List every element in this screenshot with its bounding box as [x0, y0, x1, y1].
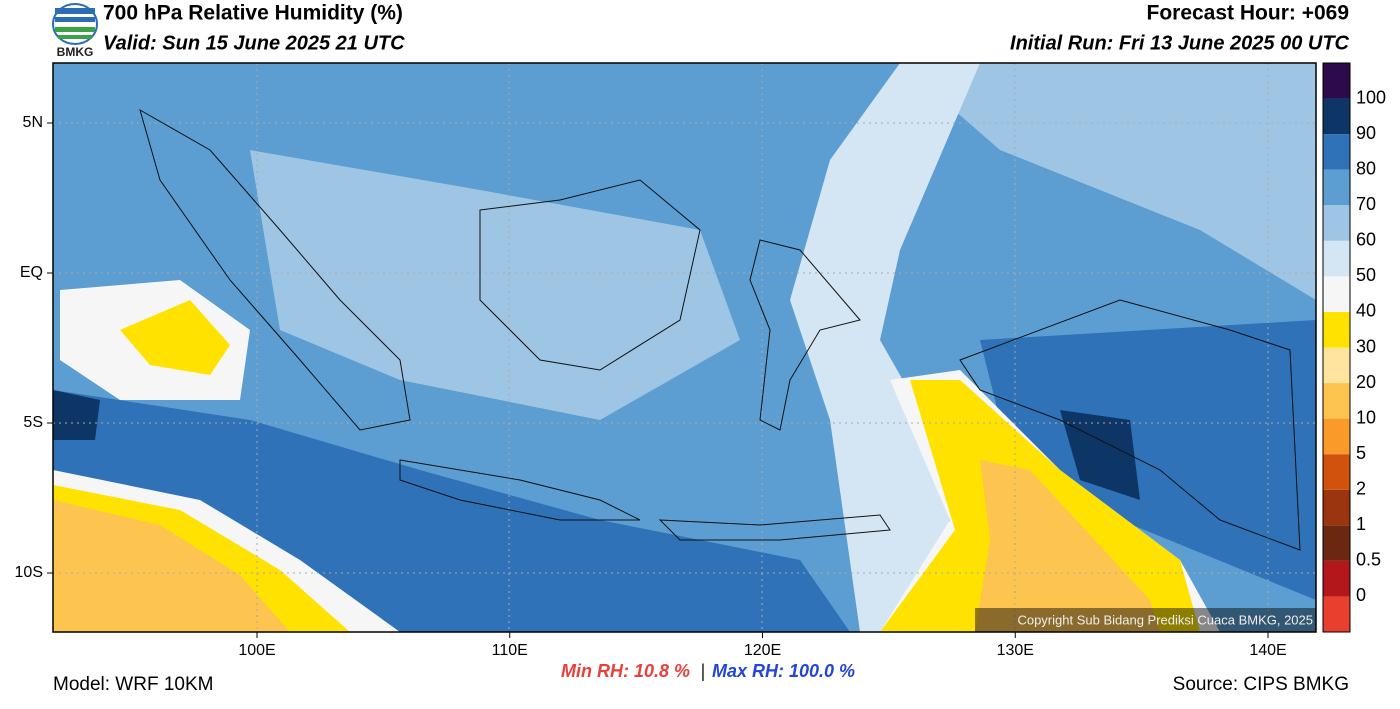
colorbar-label: 10	[1356, 407, 1376, 427]
colorbar-label: 0.5	[1356, 550, 1381, 570]
colorbar-segment	[1323, 276, 1350, 312]
lon-label: 130E	[997, 642, 1034, 659]
colorbar-segment	[1323, 454, 1350, 490]
copyright: Copyright Sub Bidang Prediksi Cuaca BMKG…	[1017, 612, 1313, 627]
colorbar-label: 0	[1356, 585, 1366, 605]
lat-label: 10S	[15, 564, 43, 581]
min-rh: Min RH: 10.8 %	[561, 661, 690, 681]
lon-label: 110E	[492, 642, 528, 659]
colorbar-label: 90	[1356, 123, 1376, 143]
title: 700 hPa Relative Humidity (%)	[103, 2, 403, 25]
lat-label: 5N	[23, 114, 43, 131]
source: Source: CIPS BMKG	[1173, 674, 1349, 695]
colorbar-label: 2	[1356, 479, 1366, 499]
logo-text: BMKG	[57, 45, 94, 59]
colorbar-segment	[1323, 596, 1350, 632]
valid-time: Valid: Sun 15 June 2025 21 UTC	[103, 32, 405, 54]
max-rh: Max RH: 100.0 %	[712, 661, 855, 681]
colorbar-segment	[1323, 525, 1350, 561]
colorbar-segment	[1323, 205, 1350, 241]
colorbar-frame	[1322, 62, 1351, 633]
colorbar-segment	[1323, 489, 1350, 526]
lat-label: 5S	[23, 414, 43, 431]
forecast-hour: Forecast Hour: +069	[1147, 2, 1350, 25]
colorbar-label: 20	[1356, 372, 1376, 392]
colorbar-segment	[1323, 383, 1350, 419]
map-frame	[52, 62, 1317, 633]
colorbar-segment	[1323, 347, 1350, 384]
colorbar-segment	[1323, 240, 1350, 277]
axis-labels: 5N EQ 5S 10S 100E 110E 120E 130E 140E	[15, 114, 1287, 659]
colorbar-segment	[1323, 169, 1350, 206]
colorbar-label: 80	[1356, 158, 1376, 178]
colorbar-label: 40	[1356, 301, 1376, 321]
lon-label: 120E	[744, 642, 781, 659]
colorbar-segment	[1323, 311, 1350, 348]
colorbar-label: 70	[1356, 194, 1376, 214]
lat-label: EQ	[20, 264, 43, 281]
colorbar-label: 1	[1356, 514, 1366, 534]
humidity-field: Copyright Sub Bidang Prediksi Cuaca BMKG…	[53, 63, 1316, 632]
logo: BMKG	[52, 3, 98, 59]
colorbar-segment	[1323, 134, 1350, 170]
colorbar-label: 50	[1356, 265, 1376, 285]
lon-label: 100E	[238, 642, 275, 659]
colorbar-segment	[1323, 560, 1350, 597]
model: Model: WRF 10KM	[53, 674, 213, 695]
colorbar: 0 0.5 1 2 5 10 20 30 40 50 60 70 80 90 100	[1322, 62, 1386, 633]
colorbar-segment	[1323, 98, 1350, 135]
coastlines	[139, 108, 1301, 551]
graticule	[53, 63, 1316, 632]
separator: |	[701, 661, 706, 681]
colorbar-label: 5	[1356, 443, 1366, 463]
colorbar-segment	[1323, 63, 1350, 99]
colorbar-label: 60	[1356, 230, 1376, 250]
colorbar-segment	[1323, 418, 1350, 455]
lon-label: 140E	[1249, 642, 1286, 659]
initial-run: Initial Run: Fri 13 June 2025 00 UTC	[1010, 32, 1350, 54]
colorbar-label: 100	[1356, 87, 1386, 107]
colorbar-label: 30	[1356, 336, 1376, 356]
